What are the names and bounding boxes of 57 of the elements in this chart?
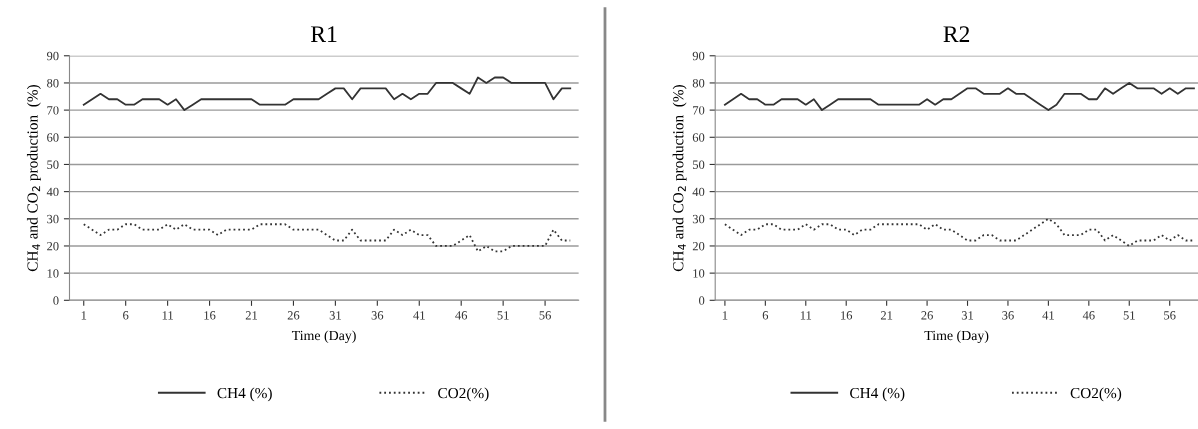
legend-label: CH4 (%): [850, 387, 905, 402]
x-tick-label: 21: [880, 311, 893, 320]
y-tick-label: 80: [47, 78, 59, 88]
line-series: [724, 217, 1195, 247]
x-tick-label: 6: [762, 311, 769, 320]
line-series: [82, 76, 572, 112]
x-axis-title: Time (Day): [291, 330, 356, 344]
x-tick-label: 1: [81, 311, 87, 320]
x-tick-label: 26: [287, 311, 300, 320]
y-tick-label: 30: [692, 214, 705, 224]
x-tick-label: 56: [539, 311, 551, 320]
y-tick-label: 10: [693, 269, 705, 278]
chart-title: R1: [310, 26, 337, 42]
x-tick-label: 26: [921, 311, 933, 320]
x-tick-label: 41: [413, 311, 425, 320]
y-axis-title: CH$_{4}$ and CO$_{2}$ production (%): [672, 85, 687, 272]
x-tick-label: 51: [1123, 311, 1135, 320]
y-tick-label: 20: [692, 241, 705, 251]
x-tick-label: 41: [1042, 311, 1054, 320]
x-tick-label: 11: [162, 311, 173, 320]
chart-title: R2: [943, 26, 970, 42]
x-tick-label: 11: [800, 311, 812, 320]
y-tick-label: 90: [692, 51, 705, 61]
y-tick-label: 60: [692, 133, 705, 142]
y-tick-label: 70: [693, 106, 705, 115]
y-tick-label: 10: [47, 269, 59, 278]
y-tick-label: 60: [47, 133, 59, 142]
x-tick-label: 56: [1164, 311, 1176, 320]
x-tick-label: 46: [455, 311, 468, 320]
y-tick-label: 0: [53, 296, 59, 305]
x-tick-label: 46: [1082, 311, 1095, 320]
x-tick-label: 51: [497, 311, 509, 320]
y-tick-label: 90: [46, 51, 59, 61]
y-tick-label: 50: [693, 160, 705, 169]
y-tick-label: 20: [47, 241, 59, 251]
y-tick-label: 70: [47, 106, 59, 115]
x-tick-label: 36: [1002, 311, 1014, 320]
y-axis-title: CH$_{4}$ and CO$_{2}$ production (%): [26, 85, 41, 272]
x-tick-label: 6: [123, 311, 129, 320]
y-tick-label: 80: [692, 78, 705, 88]
legend-label: CO2(%): [438, 387, 489, 402]
x-tick-label: 31: [961, 311, 974, 320]
y-tick-label: 30: [47, 214, 59, 224]
legend-label: CH4 (%): [217, 387, 272, 402]
x-tick-label: 21: [245, 311, 257, 320]
y-tick-label: 40: [692, 187, 705, 197]
x-tick-label: 16: [204, 311, 216, 320]
x-tick-label: 1: [722, 311, 728, 320]
x-tick-label: 31: [329, 311, 341, 320]
x-tick-label: 16: [841, 311, 853, 320]
line-series: [724, 82, 1195, 112]
x-tick-label: 36: [371, 311, 384, 320]
x-axis-title: Time (Day): [924, 330, 989, 344]
y-tick-label: 50: [47, 160, 59, 169]
y-tick-label: 0: [699, 296, 705, 305]
legend-label: CO2(%): [1070, 387, 1122, 402]
y-tick-label: 40: [46, 187, 59, 197]
